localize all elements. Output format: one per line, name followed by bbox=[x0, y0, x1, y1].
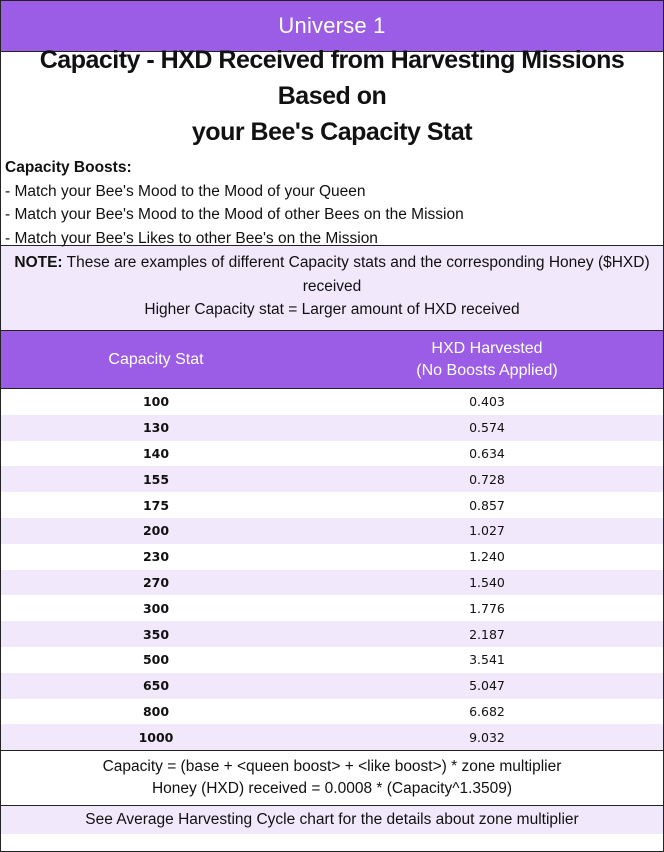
footer-text: See Average Harvesting Cycle chart for t… bbox=[85, 811, 579, 829]
column-header-hxd: HXD Harvested (No Boosts Applied) bbox=[311, 331, 663, 388]
capacity-cell: 800 bbox=[142, 703, 170, 719]
boost-item: - Match your Bee's Mood to the Mood of y… bbox=[5, 182, 366, 200]
formula-section: Capacity = (base + <queen boost> + <like… bbox=[1, 750, 663, 807]
capacity-cell: 100 bbox=[142, 394, 170, 410]
page-title-line-2: your Bee's Capacity Stat bbox=[191, 118, 473, 146]
table-row: 1000 9.032 bbox=[1, 724, 663, 751]
table-row: 650 5.047 bbox=[1, 672, 663, 699]
page-title-line-1: Capacity - HXD Received from Harvesting … bbox=[39, 46, 625, 110]
table-row: 140 0.634 bbox=[1, 441, 663, 467]
formula-honey: Honey (HXD) received = 0.0008 * (Capacit… bbox=[151, 780, 513, 798]
page-title: Capacity - HXD Received from Harvesting … bbox=[1, 46, 663, 146]
capacity-cell: 350 bbox=[142, 626, 170, 642]
hxd-cell: 0.574 bbox=[469, 420, 505, 436]
capacity-cell: 230 bbox=[142, 549, 170, 565]
hxd-cell: 0.728 bbox=[469, 471, 505, 487]
column-header-capacity: Capacity Stat bbox=[108, 350, 204, 368]
column-header-hxd-line-1: HXD Harvested bbox=[431, 339, 543, 357]
boost-item: - Match your Bee's Likes to other Bee's … bbox=[5, 229, 378, 247]
table-row: 130 0.574 bbox=[1, 414, 663, 441]
capacity-cell: 140 bbox=[142, 445, 170, 461]
hxd-cell: 3.541 bbox=[469, 652, 505, 668]
footer-note: See Average Harvesting Cycle chart for t… bbox=[1, 806, 663, 835]
note-line-3: Higher Capacity stat = Larger amount of … bbox=[144, 301, 520, 318]
hxd-cell: 1.540 bbox=[469, 574, 505, 590]
universe-header: Universe 1 bbox=[1, 1, 663, 52]
table-row: 350 2.187 bbox=[1, 621, 663, 647]
capacity-cell: 175 bbox=[142, 497, 170, 513]
capacity-cell: 155 bbox=[142, 471, 170, 487]
note-line-2: received bbox=[302, 277, 362, 295]
note-text-1: These are examples of different Capacity… bbox=[62, 254, 650, 271]
hxd-cell: 1.776 bbox=[469, 600, 505, 616]
hxd-cell: 9.032 bbox=[469, 729, 505, 745]
table-row: 175 0.857 bbox=[1, 492, 663, 518]
hxd-cell: 1.027 bbox=[469, 523, 505, 539]
table-row: 155 0.728 bbox=[1, 466, 663, 493]
universe-title: Universe 1 bbox=[278, 13, 386, 38]
table-row: 300 1.776 bbox=[1, 595, 663, 621]
table-row: 230 1.240 bbox=[1, 544, 663, 570]
formula-capacity: Capacity = (base + <queen boost> + <like… bbox=[102, 758, 562, 776]
capacity-boosts-section: Capacity Boosts: - Match your Bee's Mood… bbox=[1, 140, 663, 247]
capacity-cell: 1000 bbox=[138, 729, 174, 745]
table-row: 100 0.403 bbox=[1, 389, 663, 415]
hxd-cell: 0.634 bbox=[469, 445, 505, 461]
hxd-cell: 2.187 bbox=[469, 626, 505, 642]
column-header-hxd-line-2: (No Boosts Applied) bbox=[416, 361, 558, 379]
note-label: NOTE: bbox=[14, 254, 63, 271]
table-row: 270 1.540 bbox=[1, 569, 663, 596]
hxd-cell: 0.857 bbox=[469, 497, 505, 513]
table-row: 500 3.541 bbox=[1, 647, 663, 673]
capacity-cell: 200 bbox=[142, 523, 170, 539]
table-body: 100 0.403 130 0.574 140 0.634 155 0.728 175 0… bbox=[1, 389, 663, 751]
capacity-cell: 650 bbox=[142, 678, 170, 694]
hxd-cell: 6.682 bbox=[469, 703, 505, 719]
hxd-cell: 0.403 bbox=[469, 394, 505, 410]
note-section: NOTE: These are examples of different Ca… bbox=[1, 246, 663, 331]
capacity-cell: 500 bbox=[142, 652, 170, 668]
table-row: 200 1.027 bbox=[1, 517, 663, 544]
capacity-cell: 270 bbox=[142, 574, 170, 590]
capacity-cell: 300 bbox=[142, 600, 170, 616]
boost-item: - Match your Bee's Mood to the Mood of o… bbox=[5, 206, 464, 223]
capacity-cell: 130 bbox=[142, 420, 170, 436]
note-line-1: NOTE: These are examples of different Ca… bbox=[1, 251, 663, 275]
table-header: Capacity Stat HXD Harvested (No Boosts A… bbox=[1, 331, 663, 389]
capacity-boosts-heading: Capacity Boosts: bbox=[5, 159, 132, 176]
hxd-cell: 5.047 bbox=[469, 678, 505, 694]
table-row: 800 6.682 bbox=[1, 699, 663, 725]
hxd-cell: 1.240 bbox=[469, 549, 505, 565]
